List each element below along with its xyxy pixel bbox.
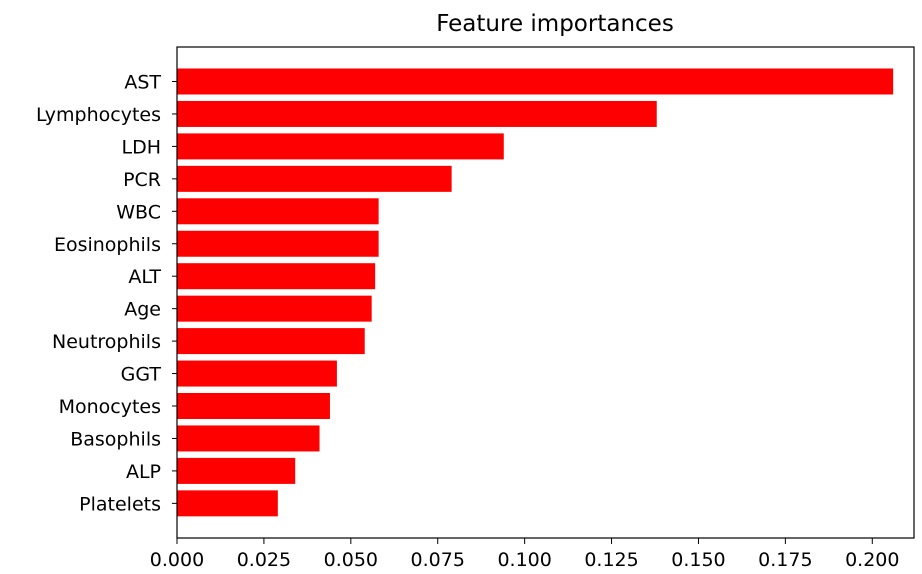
bar-ast [177, 68, 894, 95]
y-tick-label: Age [124, 299, 161, 321]
y-tick-label: Platelets [79, 493, 161, 515]
x-axis-ticks: 0.000 0.025 0.050 0.075 0.100 0.125 0.150 0.175… [150, 538, 899, 571]
bar-neutrophils [177, 328, 365, 355]
y-tick-label: Neutrophils [52, 331, 161, 353]
bar-platelets [177, 490, 278, 517]
y-tick-label: Basophils [70, 428, 161, 450]
bar-monocytes [177, 393, 330, 419]
x-tick-label: 0.125 [584, 549, 638, 571]
y-tick-label: LDH [121, 136, 161, 158]
y-tick-label: Lymphocytes [36, 104, 161, 126]
x-tick-label: 0.200 [845, 549, 899, 571]
chart-title: Feature importances [436, 11, 674, 37]
bar-ggt [177, 360, 337, 387]
bar-wbc [177, 198, 379, 225]
bar-age [177, 295, 372, 322]
x-tick-label: 0.025 [237, 549, 291, 571]
y-tick-label: Eosinophils [54, 234, 161, 256]
plot-frame [176, 46, 915, 539]
x-tick-label: 0.000 [150, 549, 204, 571]
bar-alt [177, 263, 376, 290]
y-tick-label: AST [124, 72, 161, 94]
x-tick-label: 0.075 [411, 549, 465, 571]
y-tick-label: ALP [126, 461, 161, 483]
x-tick-label: 0.100 [497, 549, 551, 571]
bar-pcr [177, 165, 452, 192]
x-tick-label: 0.150 [671, 549, 725, 571]
y-tick-label: Monocytes [59, 396, 161, 418]
bar-lymphocytes [177, 100, 657, 127]
bar-ldh [177, 133, 504, 160]
bar-alp [177, 457, 296, 484]
bar-basophils [177, 425, 320, 452]
y-tick-labels: AST Lymphocytes LDH PCR WBC Eosinophils ALT Age… [36, 72, 177, 515]
x-tick-label: 0.175 [758, 549, 812, 571]
y-tick-label: WBC [116, 201, 161, 223]
axes-frame [176, 46, 915, 539]
x-tick-label: 0.050 [324, 549, 378, 571]
y-tick-label: GGT [121, 364, 162, 386]
y-tick-label: ALT [128, 266, 161, 288]
y-tick-label: PCR [123, 169, 161, 191]
bars-layer [177, 68, 894, 517]
bar-eosinophils [177, 230, 379, 257]
